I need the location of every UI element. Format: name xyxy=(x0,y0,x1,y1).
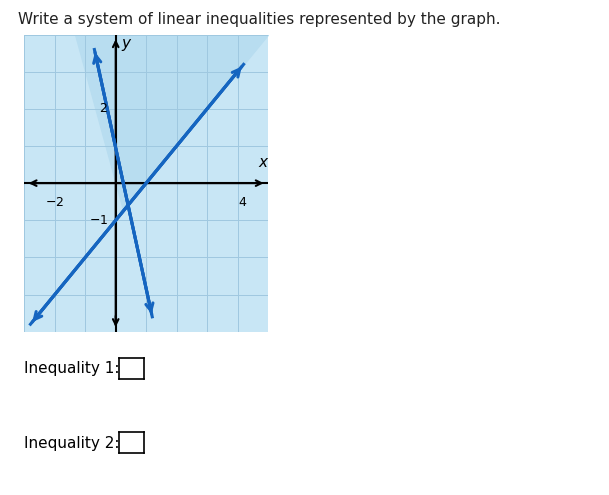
Text: Write a system of linear inequalities represented by the graph.: Write a system of linear inequalities re… xyxy=(18,12,501,27)
Text: $x$: $x$ xyxy=(258,155,269,170)
Text: $4$: $4$ xyxy=(238,196,247,209)
Text: $2$: $2$ xyxy=(99,102,108,115)
Text: Inequality 1:: Inequality 1: xyxy=(24,361,120,376)
Text: $y$: $y$ xyxy=(121,37,133,52)
Text: $-2$: $-2$ xyxy=(45,196,65,209)
Text: Inequality 2:: Inequality 2: xyxy=(24,436,120,450)
Text: $-1$: $-1$ xyxy=(89,214,108,227)
